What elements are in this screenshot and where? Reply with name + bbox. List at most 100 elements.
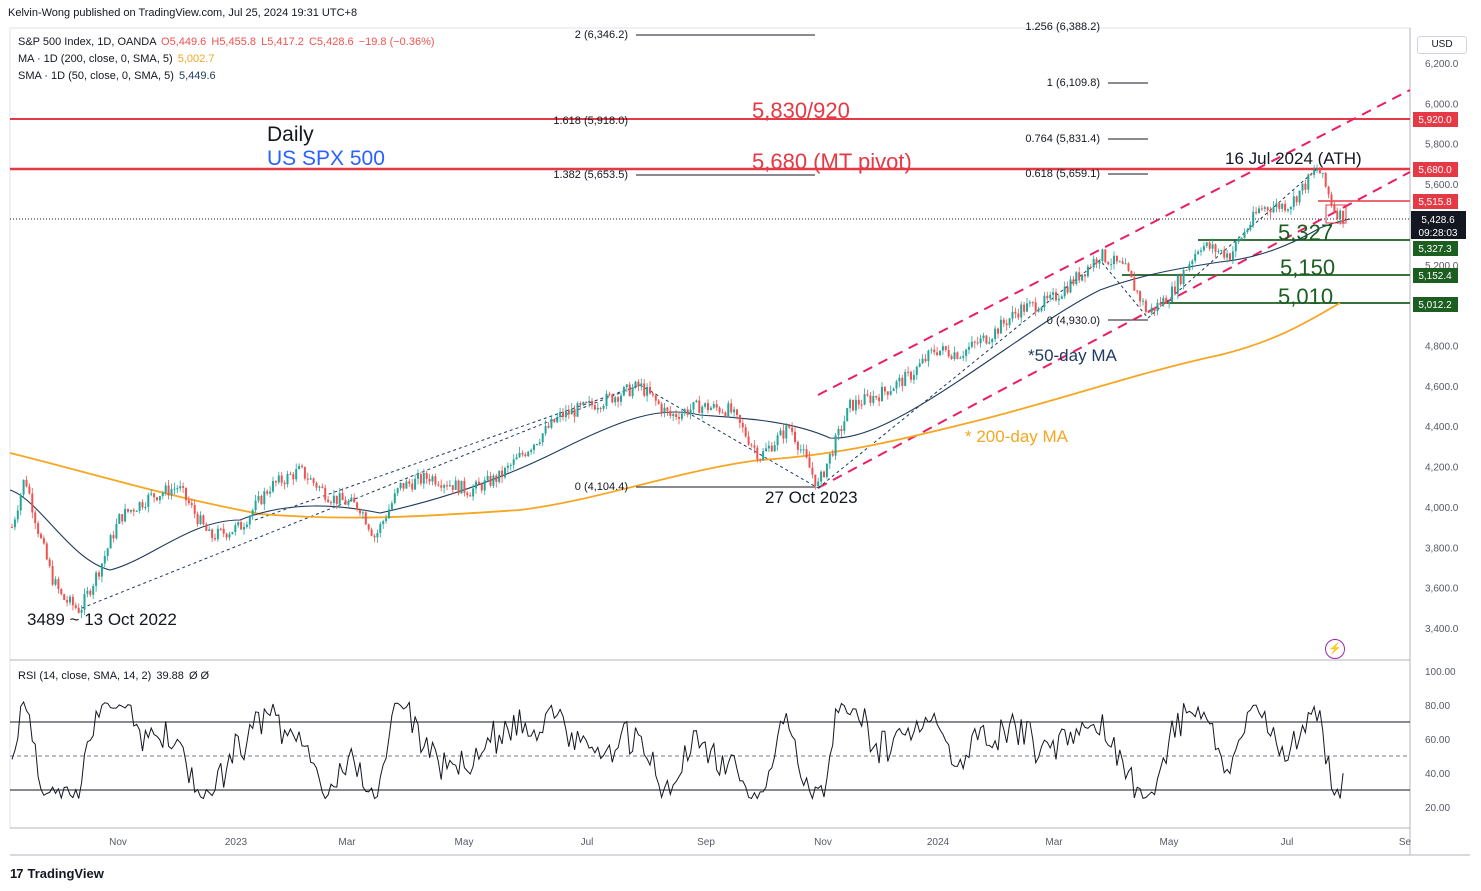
candle-body — [1342, 210, 1345, 224]
candle-body — [721, 412, 724, 414]
candle-body — [794, 431, 796, 442]
candle-body — [248, 516, 251, 525]
candle-body — [379, 524, 382, 533]
candle-body — [1284, 203, 1287, 211]
candle-body — [341, 493, 344, 501]
fib-label-2: 2 (6,346.2) — [575, 29, 628, 41]
candle-body — [849, 399, 852, 409]
candle-body — [40, 533, 42, 539]
candle-body — [953, 352, 956, 360]
candle-body — [1258, 208, 1260, 214]
candle-body — [1072, 279, 1075, 285]
candle-body — [1113, 255, 1115, 265]
candle-body — [147, 494, 150, 507]
candle-body — [1092, 259, 1095, 268]
candle-body — [869, 395, 872, 403]
ma200-legend-name[interactable]: MA · 1D (200, close, 0, SMA, 5) — [18, 53, 173, 65]
candle-body — [605, 393, 608, 406]
rsi-legend: RSI (14, close, SMA, 14, 2) 39.88 Ø Ø — [18, 670, 209, 682]
label-resistance-5830: 5,830/920 — [752, 98, 850, 123]
price-axis[interactable]: 6,200.06,000.05,800.05,600.05,400.05,200… — [1425, 59, 1459, 635]
candle-body — [1078, 272, 1081, 281]
candle-body — [811, 467, 814, 475]
candle-body — [1176, 275, 1179, 294]
candle-body — [834, 435, 837, 456]
candle-body — [127, 508, 129, 512]
candle-body — [1014, 311, 1017, 314]
candle-body — [1008, 318, 1011, 326]
candle-body — [454, 480, 457, 490]
candle-body — [231, 532, 234, 535]
badge-last-bg — [1411, 211, 1466, 239]
candle-body — [840, 428, 843, 432]
candle-body — [805, 449, 808, 458]
currency-button[interactable]: USD — [1417, 36, 1467, 54]
candle-body — [1333, 204, 1336, 212]
price-tick-label: 5,200.0 — [1425, 261, 1459, 272]
candle-body — [779, 430, 782, 436]
pullback-path — [639, 384, 819, 489]
candle-body — [901, 377, 904, 387]
candle-body — [556, 417, 559, 423]
candle-body — [782, 430, 785, 439]
rsi-legend-name[interactable]: RSI (14, close, SMA, 14, 2) — [18, 670, 152, 682]
candle-body — [63, 594, 66, 600]
fib-label-0b: 0 (4,930.0) — [1047, 315, 1100, 327]
candle-body — [443, 485, 446, 488]
publisher-credit: Kelvin-Wong published on TradingView.com… — [8, 7, 358, 19]
candle-body — [1185, 269, 1188, 271]
price-tick-label: 4,800.0 — [1425, 342, 1459, 353]
candle-body — [361, 512, 364, 514]
candle-body — [466, 492, 469, 496]
candle-body — [332, 495, 335, 503]
candle-body — [1098, 261, 1101, 264]
candle-body — [338, 493, 341, 504]
candle-body — [1063, 286, 1066, 297]
candle-body — [854, 399, 857, 411]
candle-body — [518, 452, 521, 458]
candle-body — [1171, 286, 1173, 303]
candle-body — [414, 478, 417, 490]
candle-body — [570, 409, 573, 415]
sma50-legend-name[interactable]: SMA · 1D (50, close, 0, SMA, 5) — [18, 70, 174, 82]
candle-body — [1165, 297, 1168, 304]
candle-body — [512, 459, 515, 465]
candle-body — [164, 485, 167, 494]
candle-body — [1121, 261, 1124, 264]
candle-body — [303, 466, 306, 479]
candle-body — [1229, 253, 1231, 260]
candle-body — [1260, 208, 1263, 210]
candle-body — [45, 543, 48, 560]
candle-body — [225, 533, 228, 538]
lightning-icon[interactable]: ⚡ — [1325, 639, 1345, 659]
candle-body — [144, 506, 147, 508]
candle-body — [637, 381, 640, 387]
candle-body — [634, 381, 637, 388]
candle-body — [669, 410, 672, 416]
candle-body — [199, 515, 202, 524]
candle-body — [559, 412, 562, 418]
candle-body — [608, 393, 611, 395]
candle-body — [202, 515, 205, 525]
legend-symbol[interactable]: S&P 500 Index, 1D, OANDA — [18, 36, 156, 48]
candle-body — [13, 519, 16, 528]
ma200-legend: MA · 1D (200, close, 0, SMA, 5) 5,002.7 — [18, 53, 214, 65]
candle-body — [744, 427, 747, 437]
candle-body — [1034, 302, 1037, 312]
candle-body — [483, 480, 486, 491]
candle-body — [216, 528, 219, 540]
candle-body — [1211, 244, 1214, 249]
candle-body — [51, 565, 54, 585]
candle-body — [814, 474, 817, 487]
badge-5920-bg — [1413, 112, 1458, 127]
candle-body — [1263, 207, 1266, 209]
tradingview-footer[interactable]: 17 TradingView — [10, 866, 104, 881]
price-tick-label: 4,600.0 — [1425, 382, 1459, 393]
candle-body — [422, 473, 425, 484]
candle-body — [593, 405, 596, 410]
sma50-legend-value: 5,449.6 — [178, 70, 216, 82]
candle-body — [112, 535, 115, 539]
candle-body — [1095, 259, 1098, 264]
legend-open: O5,449.6 — [161, 36, 207, 48]
